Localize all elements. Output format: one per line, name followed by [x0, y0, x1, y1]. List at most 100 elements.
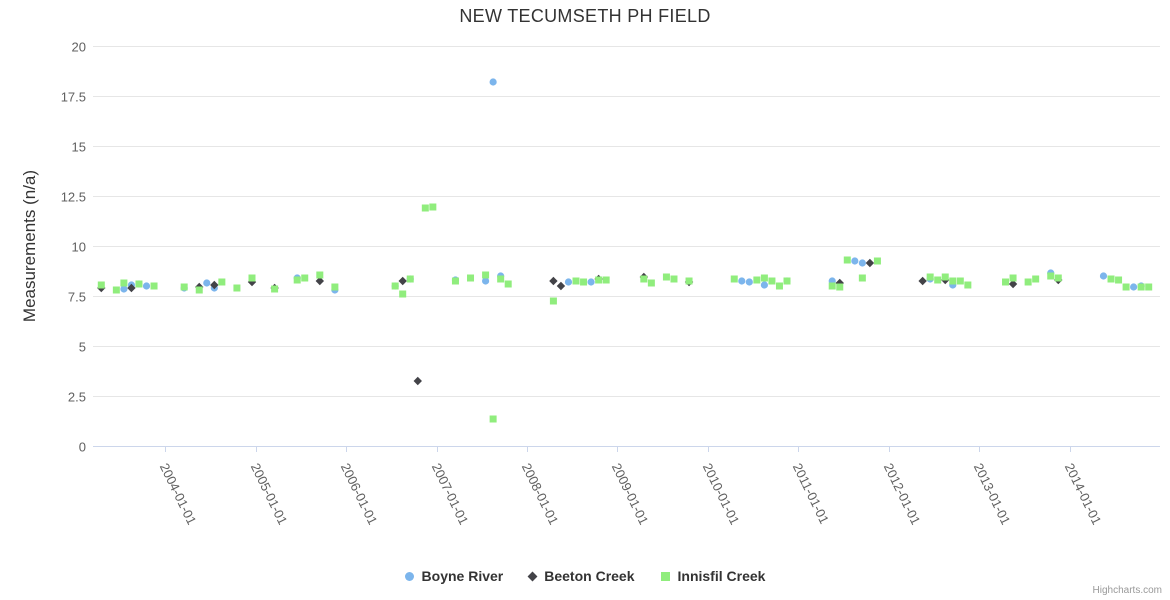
data-point-innisfil-creek[interactable] — [331, 283, 339, 291]
data-point-innisfil-creek[interactable] — [180, 283, 188, 291]
data-point-innisfil-creek[interactable] — [783, 277, 791, 285]
data-point-innisfil-creek[interactable] — [1002, 278, 1010, 286]
diamond-marker-icon — [527, 571, 538, 581]
data-point-innisfil-creek[interactable] — [1024, 278, 1032, 286]
data-point-innisfil-creek[interactable] — [467, 274, 475, 282]
data-point-innisfil-creek[interactable] — [135, 280, 143, 288]
data-point-beeton-creek[interactable] — [549, 276, 558, 286]
data-point-innisfil-creek[interactable] — [97, 281, 105, 289]
data-point-innisfil-creek[interactable] — [1115, 276, 1123, 284]
data-point-innisfil-creek[interactable] — [640, 275, 648, 283]
data-point-innisfil-creek[interactable] — [768, 277, 776, 285]
data-point-innisfil-creek[interactable] — [602, 276, 610, 284]
data-point-innisfil-creek[interactable] — [421, 204, 429, 212]
data-point-innisfil-creek[interactable] — [572, 277, 580, 285]
data-point-innisfil-creek[interactable] — [873, 257, 881, 265]
data-point-innisfil-creek[interactable] — [429, 203, 437, 211]
data-point-innisfil-creek[interactable] — [1032, 275, 1040, 283]
data-point-innisfil-creek[interactable] — [836, 283, 844, 291]
data-point-innisfil-creek[interactable] — [482, 271, 490, 279]
data-point-innisfil-creek[interactable] — [301, 274, 309, 282]
data-point-beeton-creek[interactable] — [210, 280, 219, 290]
data-point-boyne-river[interactable] — [587, 278, 595, 286]
y-axis-label: 20 — [72, 40, 86, 55]
data-point-innisfil-creek[interactable] — [391, 282, 399, 290]
data-point-innisfil-creek[interactable] — [926, 273, 934, 281]
data-point-innisfil-creek[interactable] — [730, 275, 738, 283]
data-point-innisfil-creek[interactable] — [316, 271, 324, 279]
data-point-beeton-creek[interactable] — [556, 281, 566, 291]
data-point-innisfil-creek[interactable] — [843, 256, 851, 264]
legend-item-innisfil-creek[interactable]: Innisfil Creek — [660, 568, 765, 584]
data-point-innisfil-creek[interactable] — [775, 282, 783, 290]
data-point-innisfil-creek[interactable] — [489, 415, 497, 423]
data-point-innisfil-creek[interactable] — [1145, 283, 1153, 291]
data-point-boyne-river[interactable] — [489, 78, 497, 86]
legend-item-beeton-creek[interactable]: Beeton Creek — [527, 568, 635, 584]
data-point-innisfil-creek[interactable] — [580, 278, 588, 286]
data-point-innisfil-creek[interactable] — [150, 282, 158, 290]
data-point-innisfil-creek[interactable] — [941, 273, 949, 281]
legend-item-boyne-river[interactable]: Boyne River — [404, 568, 503, 584]
data-point-beeton-creek[interactable] — [865, 258, 875, 268]
data-point-innisfil-creek[interactable] — [753, 276, 761, 284]
data-point-boyne-river[interactable] — [120, 285, 128, 293]
data-point-innisfil-creek[interactable] — [858, 274, 866, 282]
data-point-innisfil-creek[interactable] — [662, 273, 670, 281]
data-point-innisfil-creek[interactable] — [1137, 283, 1145, 291]
data-point-innisfil-creek[interactable] — [233, 284, 241, 292]
data-point-beeton-creek[interactable] — [413, 376, 422, 386]
data-point-boyne-river[interactable] — [1130, 283, 1138, 291]
data-point-boyne-river[interactable] — [738, 277, 746, 285]
data-point-boyne-river[interactable] — [1099, 272, 1108, 280]
data-point-beeton-creek[interactable] — [315, 276, 325, 286]
data-point-innisfil-creek[interactable] — [406, 275, 414, 283]
y-axis-label: 15 — [72, 140, 86, 155]
data-point-beeton-creek[interactable] — [1008, 279, 1018, 289]
data-point-innisfil-creek[interactable] — [271, 285, 279, 293]
data-point-boyne-river[interactable] — [142, 282, 151, 290]
data-point-innisfil-creek[interactable] — [949, 277, 957, 285]
data-point-innisfil-creek[interactable] — [399, 290, 407, 298]
data-point-boyne-river[interactable] — [481, 277, 490, 285]
data-point-innisfil-creek[interactable] — [1107, 275, 1115, 283]
data-point-innisfil-creek[interactable] — [293, 276, 301, 284]
y-axis-label: 5 — [79, 340, 86, 355]
data-point-beeton-creek[interactable] — [918, 276, 927, 286]
data-point-innisfil-creek[interactable] — [218, 278, 226, 286]
data-point-innisfil-creek[interactable] — [195, 286, 203, 294]
data-point-innisfil-creek[interactable] — [1047, 272, 1055, 280]
x-axis-label: 2009-01-01 — [609, 461, 652, 527]
data-point-innisfil-creek[interactable] — [248, 274, 256, 282]
data-point-innisfil-creek[interactable] — [964, 281, 972, 289]
data-point-beeton-creek[interactable] — [127, 283, 136, 293]
data-point-innisfil-creek[interactable] — [595, 276, 603, 284]
x-axis-label: 2005-01-01 — [248, 461, 291, 527]
data-point-innisfil-creek[interactable] — [549, 297, 557, 305]
data-point-innisfil-creek[interactable] — [828, 282, 836, 290]
data-point-boyne-river[interactable] — [745, 278, 753, 286]
data-point-innisfil-creek[interactable] — [504, 280, 512, 288]
credits-link[interactable]: Highcharts.com — [1092, 585, 1162, 596]
x-axis-label: 2013-01-01 — [971, 461, 1014, 527]
data-point-innisfil-creek[interactable] — [670, 275, 678, 283]
data-point-boyne-river[interactable] — [851, 257, 859, 265]
data-point-innisfil-creek[interactable] — [497, 275, 505, 283]
data-point-boyne-river[interactable] — [760, 281, 768, 289]
data-point-innisfil-creek[interactable] — [685, 277, 693, 285]
data-point-beeton-creek[interactable] — [398, 276, 407, 286]
data-point-boyne-river[interactable] — [858, 259, 866, 267]
data-point-innisfil-creek[interactable] — [1054, 274, 1062, 282]
data-point-innisfil-creek[interactable] — [647, 279, 655, 287]
data-point-innisfil-creek[interactable] — [1009, 274, 1017, 282]
data-point-boyne-river[interactable] — [203, 279, 211, 287]
data-point-innisfil-creek[interactable] — [112, 286, 120, 294]
data-point-innisfil-creek[interactable] — [934, 276, 942, 284]
data-point-boyne-river[interactable] — [564, 278, 573, 286]
data-point-innisfil-creek[interactable] — [120, 279, 128, 287]
data-point-innisfil-creek[interactable] — [956, 277, 964, 285]
data-point-innisfil-creek[interactable] — [1122, 283, 1130, 291]
data-point-innisfil-creek[interactable] — [760, 274, 768, 282]
data-point-innisfil-creek[interactable] — [451, 277, 459, 285]
